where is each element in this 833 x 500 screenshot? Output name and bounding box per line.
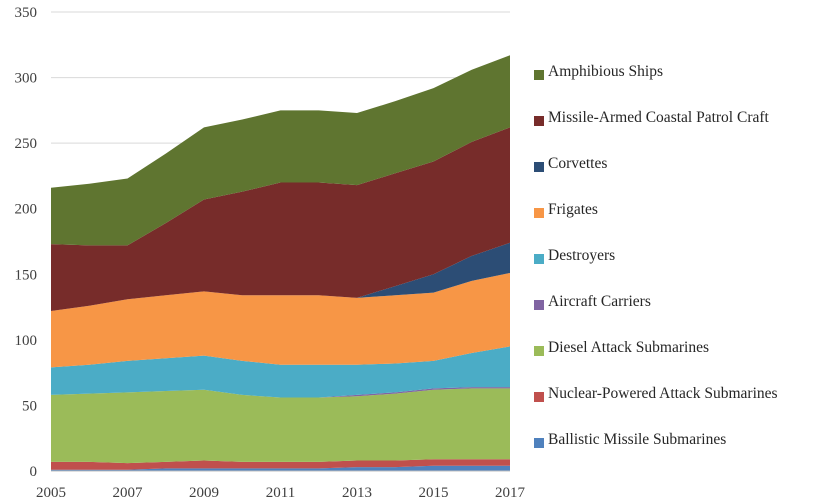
legend-label: Frigates	[548, 201, 598, 218]
legend-item: Missile-Armed Coastal Patrol Craft	[532, 106, 832, 152]
x-tick-label: 2009	[189, 485, 219, 500]
legend-swatch	[534, 162, 544, 172]
legend-swatch	[534, 300, 544, 310]
legend: Amphibious Ships Missile-Armed Coastal Pa…	[532, 60, 832, 474]
y-tick-label: 0	[30, 464, 38, 480]
legend-swatch	[534, 392, 544, 402]
legend-label: Destroyers	[548, 247, 616, 264]
x-tick-label: 2007	[113, 485, 144, 500]
legend-swatch	[534, 438, 544, 448]
area-destroyers	[51, 346, 510, 398]
legend-item: Frigates	[532, 198, 832, 244]
area-series	[51, 55, 510, 471]
area-amphibious-ships	[51, 55, 510, 246]
legend-label: Aircraft Carriers	[548, 293, 651, 310]
x-tick-label: 2005	[36, 485, 66, 500]
x-axis-tick-labels: 2005 2007 2009 2011 2013 2015 2017	[36, 485, 526, 500]
legend-swatch	[534, 70, 544, 80]
legend-item: Ballistic Missile Submarines	[532, 428, 832, 474]
legend-swatch	[534, 346, 544, 356]
y-tick-label: 350	[15, 5, 38, 21]
area-frigates	[51, 272, 510, 368]
legend-label: Ballistic Missile Submarines	[548, 431, 727, 448]
legend-label: Nuclear-Powered Attack Submarines	[548, 385, 778, 402]
legend-item: Corvettes	[532, 152, 832, 198]
x-tick-label: 2017	[495, 485, 526, 500]
legend-label: Corvettes	[548, 155, 608, 172]
legend-item: Diesel Attack Submarines	[532, 336, 832, 382]
x-tick-label: 2013	[342, 485, 372, 500]
legend-label: Amphibious Ships	[548, 63, 663, 80]
legend-item: Nuclear-Powered Attack Submarines	[532, 382, 832, 428]
y-axis-tick-labels: 0 50 100 150 200 250 300 350	[15, 5, 38, 480]
legend-item: Amphibious Ships	[532, 60, 832, 106]
area-corvettes	[51, 242, 510, 312]
area-aircraft-carriers	[51, 387, 510, 398]
legend-swatch	[534, 116, 544, 126]
y-tick-label: 150	[15, 267, 38, 283]
legend-swatch	[534, 208, 544, 218]
x-tick-label: 2015	[419, 485, 449, 500]
legend-item: Destroyers	[532, 244, 832, 290]
y-tick-label: 200	[15, 202, 38, 218]
y-tick-label: 100	[15, 333, 38, 349]
y-tick-label: 250	[15, 136, 38, 152]
area-diesel-attack-submarines	[51, 388, 510, 464]
y-tick-label: 50	[22, 398, 37, 414]
legend-item: Aircraft Carriers	[532, 290, 832, 336]
legend-label: Diesel Attack Submarines	[548, 339, 709, 356]
x-tick-label: 2011	[266, 485, 295, 500]
legend-swatch	[534, 254, 544, 264]
y-tick-label: 300	[15, 71, 38, 87]
legend-label: Missile-Armed Coastal Patrol Craft	[548, 109, 769, 126]
